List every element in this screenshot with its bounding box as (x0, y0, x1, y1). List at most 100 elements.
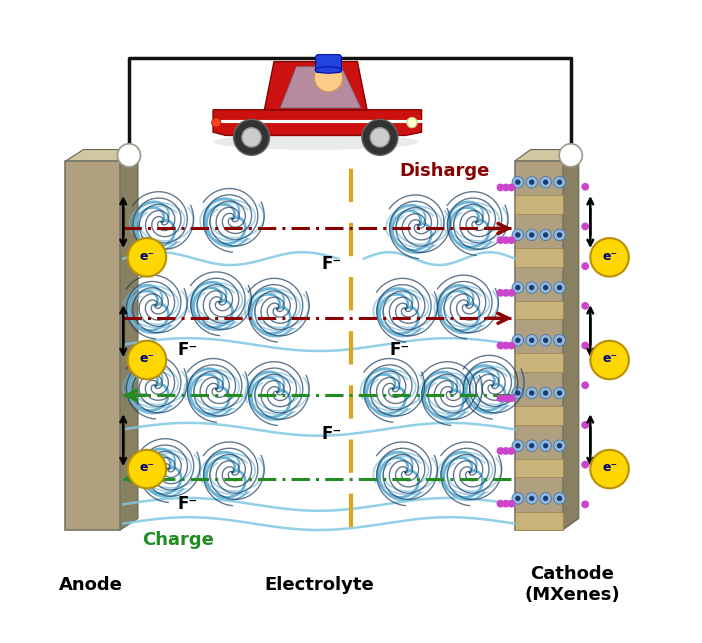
Circle shape (512, 282, 524, 293)
Circle shape (508, 185, 515, 191)
Circle shape (582, 422, 588, 428)
Circle shape (512, 229, 524, 240)
Polygon shape (265, 62, 367, 110)
Circle shape (508, 395, 515, 401)
Text: F⁻: F⁻ (178, 495, 197, 513)
Circle shape (526, 176, 538, 188)
Circle shape (582, 183, 588, 190)
Circle shape (582, 263, 588, 269)
Polygon shape (65, 150, 138, 161)
Circle shape (512, 176, 524, 188)
Circle shape (557, 444, 562, 448)
Circle shape (503, 500, 509, 507)
Circle shape (540, 176, 551, 188)
Circle shape (117, 144, 140, 167)
Circle shape (543, 338, 548, 342)
Circle shape (503, 185, 509, 191)
Circle shape (512, 493, 524, 504)
Text: F⁻: F⁻ (322, 255, 342, 273)
Circle shape (503, 342, 509, 349)
Polygon shape (120, 150, 138, 530)
Ellipse shape (213, 134, 418, 150)
Circle shape (516, 285, 519, 289)
Circle shape (530, 496, 534, 500)
Circle shape (554, 229, 565, 240)
Circle shape (557, 233, 562, 237)
Polygon shape (213, 110, 422, 136)
Circle shape (557, 496, 562, 500)
Circle shape (554, 282, 565, 293)
Circle shape (497, 448, 504, 454)
Circle shape (508, 289, 515, 296)
Circle shape (314, 64, 343, 92)
Text: Cathode
(MXenes): Cathode (MXenes) (524, 565, 620, 604)
Text: Disharge: Disharge (399, 162, 489, 180)
Text: e⁻: e⁻ (140, 461, 154, 475)
Text: e⁻: e⁻ (602, 249, 617, 262)
Text: e⁻: e⁻ (140, 249, 154, 262)
Circle shape (497, 342, 504, 349)
Circle shape (512, 440, 524, 451)
Circle shape (582, 462, 588, 468)
Circle shape (543, 496, 548, 500)
Circle shape (516, 444, 519, 448)
Circle shape (582, 501, 588, 507)
Circle shape (503, 395, 509, 401)
Circle shape (590, 238, 629, 276)
Circle shape (526, 282, 538, 293)
Circle shape (540, 334, 551, 346)
Circle shape (128, 238, 166, 276)
Circle shape (590, 341, 629, 379)
Circle shape (530, 338, 534, 342)
Circle shape (526, 440, 538, 451)
Circle shape (530, 233, 534, 237)
Circle shape (543, 444, 548, 448)
FancyBboxPatch shape (515, 195, 563, 214)
Circle shape (242, 128, 261, 147)
Circle shape (516, 338, 519, 342)
Circle shape (554, 176, 565, 188)
FancyBboxPatch shape (515, 301, 563, 319)
Circle shape (554, 493, 565, 504)
FancyBboxPatch shape (515, 161, 563, 530)
Circle shape (497, 237, 504, 243)
Circle shape (582, 303, 588, 309)
Circle shape (526, 493, 538, 504)
Circle shape (212, 118, 220, 127)
Text: F⁻: F⁻ (389, 341, 409, 359)
Circle shape (512, 387, 524, 399)
Text: Electrolyte: Electrolyte (264, 575, 373, 593)
FancyBboxPatch shape (515, 459, 563, 477)
Circle shape (530, 285, 534, 289)
Circle shape (557, 391, 562, 395)
Circle shape (497, 185, 504, 191)
Circle shape (540, 282, 551, 293)
Circle shape (582, 382, 588, 388)
Circle shape (497, 289, 504, 296)
Circle shape (543, 180, 548, 184)
Circle shape (497, 395, 504, 401)
Circle shape (530, 391, 534, 395)
Circle shape (582, 342, 588, 349)
Circle shape (543, 285, 548, 289)
Circle shape (503, 289, 509, 296)
Circle shape (530, 180, 534, 184)
FancyBboxPatch shape (515, 354, 563, 372)
Circle shape (516, 391, 519, 395)
FancyBboxPatch shape (515, 248, 563, 266)
FancyBboxPatch shape (65, 161, 120, 530)
Circle shape (540, 493, 551, 504)
Polygon shape (280, 67, 361, 108)
FancyBboxPatch shape (515, 512, 563, 530)
Circle shape (512, 334, 524, 346)
Circle shape (554, 440, 565, 451)
Circle shape (543, 233, 548, 237)
Text: Anode: Anode (59, 575, 123, 593)
Circle shape (508, 237, 515, 243)
Circle shape (540, 387, 551, 399)
FancyBboxPatch shape (515, 406, 563, 424)
Circle shape (407, 118, 417, 128)
Circle shape (540, 440, 551, 451)
Circle shape (516, 496, 519, 500)
Circle shape (540, 229, 551, 240)
